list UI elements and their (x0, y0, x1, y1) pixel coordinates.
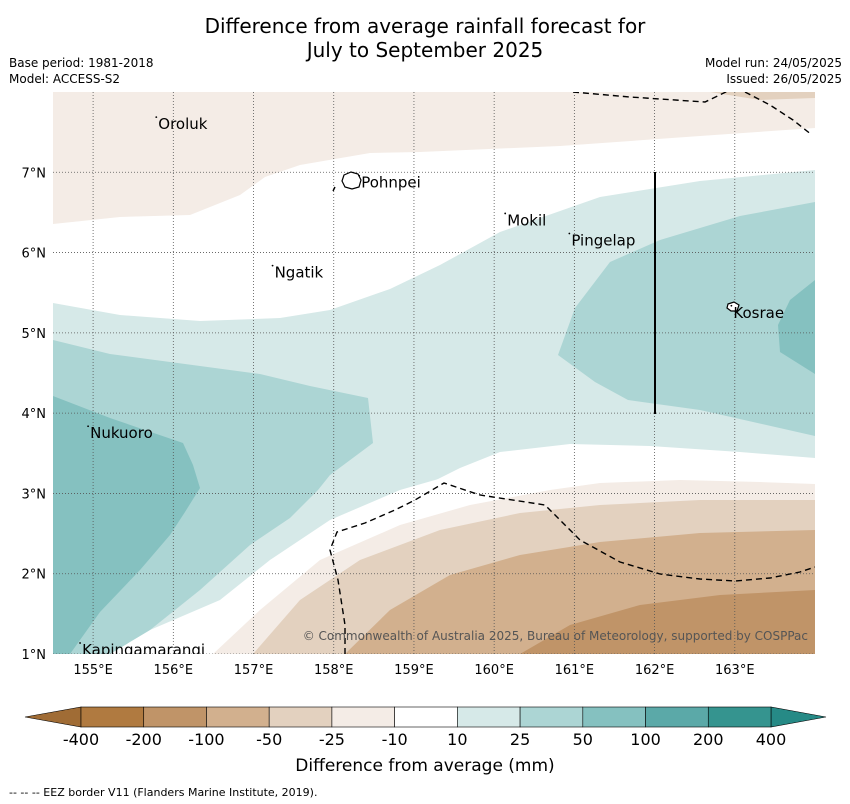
place-marker (271, 264, 274, 267)
colorbar-segment (206, 706, 270, 728)
lat-tick-label: 7°N (22, 166, 47, 181)
copyright-text: © Commonwealth of Australia 2025, Bureau… (303, 629, 808, 643)
place-label-pingelap: Pingelap (571, 232, 635, 250)
lat-tick-label: 5°N (22, 327, 47, 342)
colorbar-ticks: -400 -200 -100 -50 -25 -10 10 25 50 100 200 400 (63, 730, 786, 749)
eez-border-tick (332, 186, 336, 192)
colorbar-tick-label: 200 (693, 730, 724, 749)
colorbar-segment (80, 706, 145, 728)
contour-wet-50-east (778, 280, 815, 374)
colorbar-extend-low (24, 706, 82, 728)
place-marker (358, 174, 361, 177)
lon-tick-label: 160°E (474, 663, 514, 678)
colorbar-segment (268, 706, 333, 728)
colorbar-label: Difference from average (mm) (295, 756, 555, 776)
lon-tick-label: 156°E (154, 663, 194, 678)
colorbar-tick-label: -200 (126, 730, 162, 749)
colorbar-tick-label: 50 (573, 730, 593, 749)
colorbar-segment (394, 706, 458, 728)
colorbar-tick-label: -10 (382, 730, 408, 749)
lat-tick-label: 6°N (22, 247, 47, 262)
lat-tick-label: 1°N (22, 648, 47, 663)
contour-wet-50 (53, 396, 200, 654)
model-label: Model: ACCESS-S2 (9, 72, 121, 86)
contour-dry-50-north (700, 92, 815, 100)
colorbar-segment (519, 706, 584, 728)
colorbar-tick-label: -400 (63, 730, 99, 749)
colorbar-segment (457, 706, 521, 728)
colorbar-tick-label: 100 (630, 730, 661, 749)
colorbar-tick-label: -50 (256, 730, 282, 749)
place-marker (155, 116, 158, 119)
place-label-ngatik: Ngatik (275, 264, 324, 282)
place-marker (504, 212, 507, 215)
issued-label: Issued: 26/05/2025 (726, 72, 842, 86)
place-labels: Oroluk Pohnpei Mokil Pingelap Ngatik Kosrae Nu… (79, 115, 784, 659)
colorbar-segment (582, 706, 646, 728)
colorbar-tick-label: -100 (188, 730, 224, 749)
lon-tick-label: 159°E (394, 663, 434, 678)
model-run-label: Model run: 24/05/2025 (704, 56, 842, 70)
pohnpei-island (341, 171, 362, 190)
colorbar (24, 706, 827, 728)
colorbar-segment (645, 706, 709, 728)
colorbar-tick-label: 25 (510, 730, 530, 749)
lat-tick-label: 2°N (22, 568, 47, 583)
kosrae-island (726, 301, 740, 312)
contour-dry-200-south (520, 590, 815, 654)
map-title-line1: Difference from average rainfall forecas… (204, 14, 646, 38)
place-label-oroluk: Oroluk (158, 115, 207, 133)
lat-tick-label: 3°N (22, 487, 47, 502)
colorbar-segment (331, 706, 395, 728)
map-title-line2: July to September 2025 (306, 38, 544, 62)
lon-tick-label: 162°E (635, 663, 675, 678)
map-area: Oroluk Pohnpei Mokil Pingelap Ngatik Kosrae Nu… (53, 92, 815, 659)
colorbar-segment (707, 706, 772, 728)
place-label-pohnpei: Pohnpei (361, 174, 421, 192)
colorbar-extend-high (770, 706, 827, 728)
latitude-ticks: 1°N 2°N 3°N 4°N 5°N 6°N 7°N (22, 166, 47, 663)
eez-footnote: -- -- -- EEZ border V11 (Flanders Marine… (9, 786, 318, 799)
lon-tick-label: 158°E (314, 663, 354, 678)
place-marker (730, 304, 733, 307)
colorbar-tick-label: 400 (756, 730, 787, 749)
place-label-kapingamarangi: Kapingamarangi (82, 641, 205, 659)
place-label-mokil: Mokil (507, 211, 546, 229)
lon-tick-label: 157°E (234, 663, 274, 678)
longitude-ticks: 155°E 156°E 157°E 158°E 159°E 160°E 161°E 162°E… (73, 663, 754, 678)
eez-border-north (572, 92, 813, 136)
colorbar-segment (143, 706, 207, 728)
colorbar-tick-label: 10 (447, 730, 467, 749)
place-marker (568, 232, 571, 235)
lon-tick-label: 155°E (73, 663, 113, 678)
lat-tick-label: 4°N (22, 407, 47, 422)
contour-dry-25-north (53, 92, 815, 224)
place-marker (79, 642, 81, 644)
contour-wet-25-east (558, 202, 815, 436)
place-label-nukuoro: Nukuoro (90, 424, 153, 442)
place-label-kosrae: Kosrae (733, 304, 784, 322)
colorbar-tick-label: -25 (319, 730, 345, 749)
eez-border-south (329, 482, 815, 654)
lon-tick-label: 163°E (715, 663, 755, 678)
base-period-label: Base period: 1981-2018 (9, 56, 154, 70)
place-marker (87, 425, 89, 428)
lon-tick-label: 161°E (555, 663, 595, 678)
